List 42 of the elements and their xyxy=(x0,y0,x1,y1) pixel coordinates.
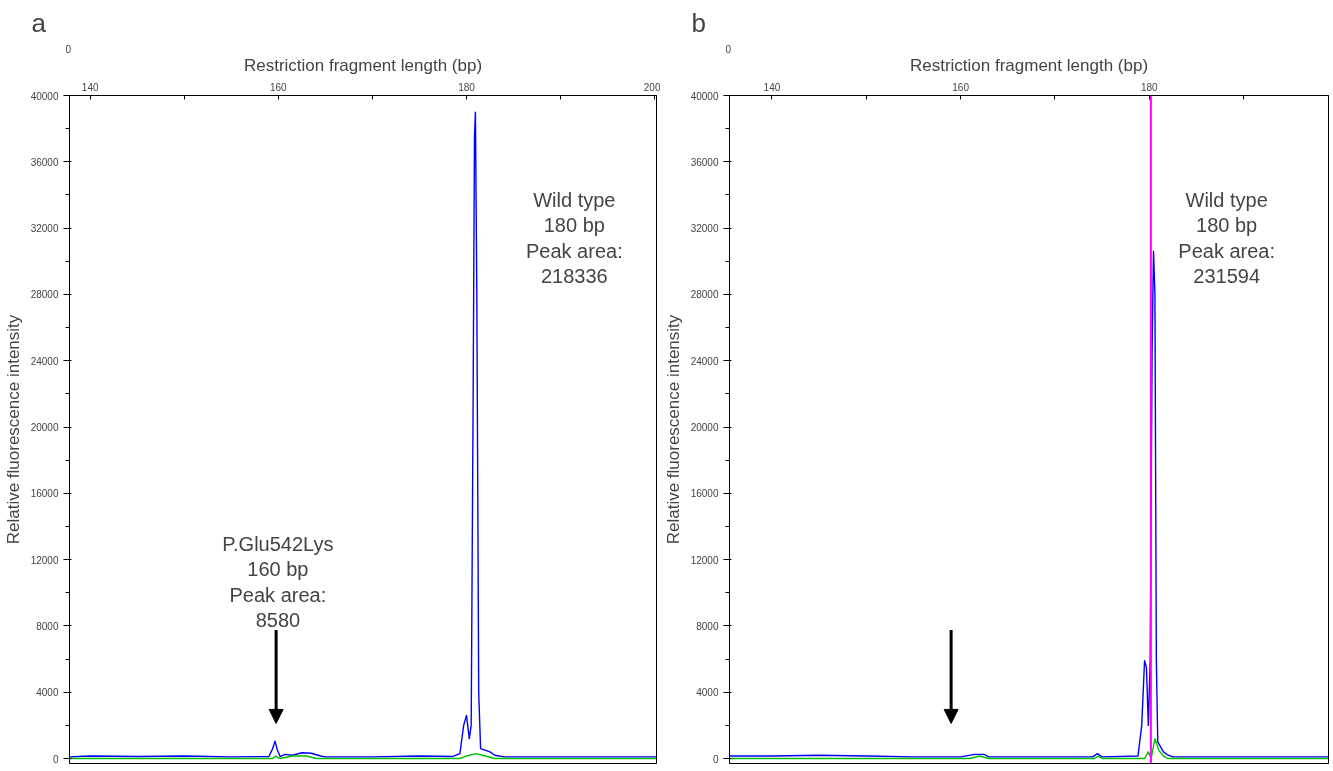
text: a xyxy=(31,7,47,38)
y-tick-label: 12000 xyxy=(690,554,719,566)
annotation: P.Glu542Lys 160 bp Peak area: 8580 xyxy=(222,533,334,631)
y-tick-label: 4000 xyxy=(696,687,719,699)
y-tick-label: 0 xyxy=(52,753,59,765)
y-tick-label: 24000 xyxy=(690,355,719,367)
x-tick-label: 160 xyxy=(269,81,288,93)
y-tick-label: 36000 xyxy=(690,156,719,168)
y-tick-label: 20000 xyxy=(30,422,59,434)
x-tick-label: 160 xyxy=(952,81,970,93)
y-tick-label: 24000 xyxy=(30,355,59,367)
y-tick-label: 0 xyxy=(712,753,719,765)
y-tick-label: 8000 xyxy=(36,620,59,632)
y-tick-label: 28000 xyxy=(690,289,719,301)
text: 0 xyxy=(65,43,72,55)
x-tick-label: 140 xyxy=(81,81,99,93)
text: 0 xyxy=(725,43,732,55)
y-axis-title: Relative fluorescence intensity xyxy=(3,314,23,545)
y-tick-label: 28000 xyxy=(30,289,59,301)
x-tick-label: 140 xyxy=(763,81,781,93)
y-tick-label: 32000 xyxy=(30,223,59,235)
y-tick-label: 32000 xyxy=(690,223,719,235)
y-tick-label: 12000 xyxy=(30,554,59,566)
y-axis-title: Relative fluorescence intensity xyxy=(663,314,683,545)
y-tick-label: 36000 xyxy=(30,156,59,168)
annotation: Wild type 180 bp Peak area: 231594 xyxy=(1178,189,1276,287)
y-tick-label: 40000 xyxy=(690,90,719,102)
x-tick-label: 200 xyxy=(643,81,661,93)
y-tick-label: 20000 xyxy=(690,422,719,434)
y-tick-label: 40000 xyxy=(30,90,59,102)
line-series xyxy=(69,111,657,758)
annotation: Wild type 180 bp Peak area: 218336 xyxy=(525,189,623,287)
y-tick-label: 16000 xyxy=(690,488,719,500)
text: b xyxy=(691,7,706,38)
x-axis-title: Restriction fragment length (bp) xyxy=(243,55,483,75)
y-tick-label: 8000 xyxy=(696,620,719,632)
x-tick-label: 180 xyxy=(458,81,476,93)
y-tick-label: 4000 xyxy=(36,687,59,699)
line-series xyxy=(729,737,1329,760)
x-axis-title: Restriction fragment length (bp) xyxy=(909,55,1149,75)
x-tick-label: 180 xyxy=(1140,81,1159,93)
y-tick-label: 16000 xyxy=(30,488,59,500)
